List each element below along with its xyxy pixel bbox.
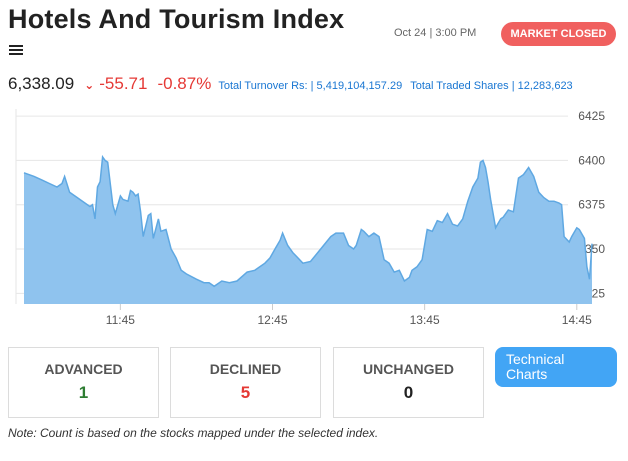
technical-charts-label-line1: Technical (506, 351, 565, 367)
index-stats: 6,338.09 ⌄ -55.71 -0.87% Total Turnover … (8, 74, 573, 96)
x-tick-label: 12:45 (257, 313, 287, 327)
technical-charts-label-line2: Charts (506, 366, 548, 382)
declined-count: 5 (240, 383, 251, 402)
y-tick-label: 6425 (578, 109, 605, 123)
area-fill (24, 156, 592, 304)
total-traded-shares: Total Traded Shares | 12,283,623 (410, 80, 573, 92)
x-tick-label: 13:45 (410, 313, 440, 327)
x-tick-label: 14:45 (562, 313, 592, 327)
total-turnover: Total Turnover Rs: | 5,419,104,157.29 (218, 80, 403, 92)
price-change: -55.71 (99, 74, 148, 93)
y-tick-label: 6375 (578, 198, 605, 212)
hamburger-menu-icon[interactable] (9, 45, 23, 57)
market-status-badge: MARKET CLOSED (501, 22, 616, 46)
index-price: 6,338.09 (8, 74, 75, 93)
advanced-card: ADVANCED 1 (8, 347, 159, 418)
price-change-percent: -0.87% (157, 74, 212, 93)
page-title: Hotels And Tourism Index (8, 4, 345, 34)
advanced-label: ADVANCED (44, 361, 123, 377)
x-tick-label: 11:45 (106, 313, 135, 327)
timestamp: Oct 24 | 3:00 PM (394, 27, 477, 39)
advanced-count: 1 (78, 383, 89, 402)
footnote: Note: Count is based on the stocks mappe… (8, 426, 379, 440)
declined-label: DECLINED (209, 361, 282, 377)
declined-card: DECLINED 5 (170, 347, 321, 418)
y-tick-label: 6400 (578, 153, 605, 167)
unchanged-card: UNCHANGED 0 (333, 347, 484, 418)
series-line (23, 154, 593, 288)
chevron-down-icon: ⌄ (84, 78, 95, 92)
technical-charts-button[interactable]: Technical Charts (495, 347, 617, 387)
unchanged-count: 0 (403, 383, 414, 402)
unchanged-label: UNCHANGED (363, 361, 454, 377)
